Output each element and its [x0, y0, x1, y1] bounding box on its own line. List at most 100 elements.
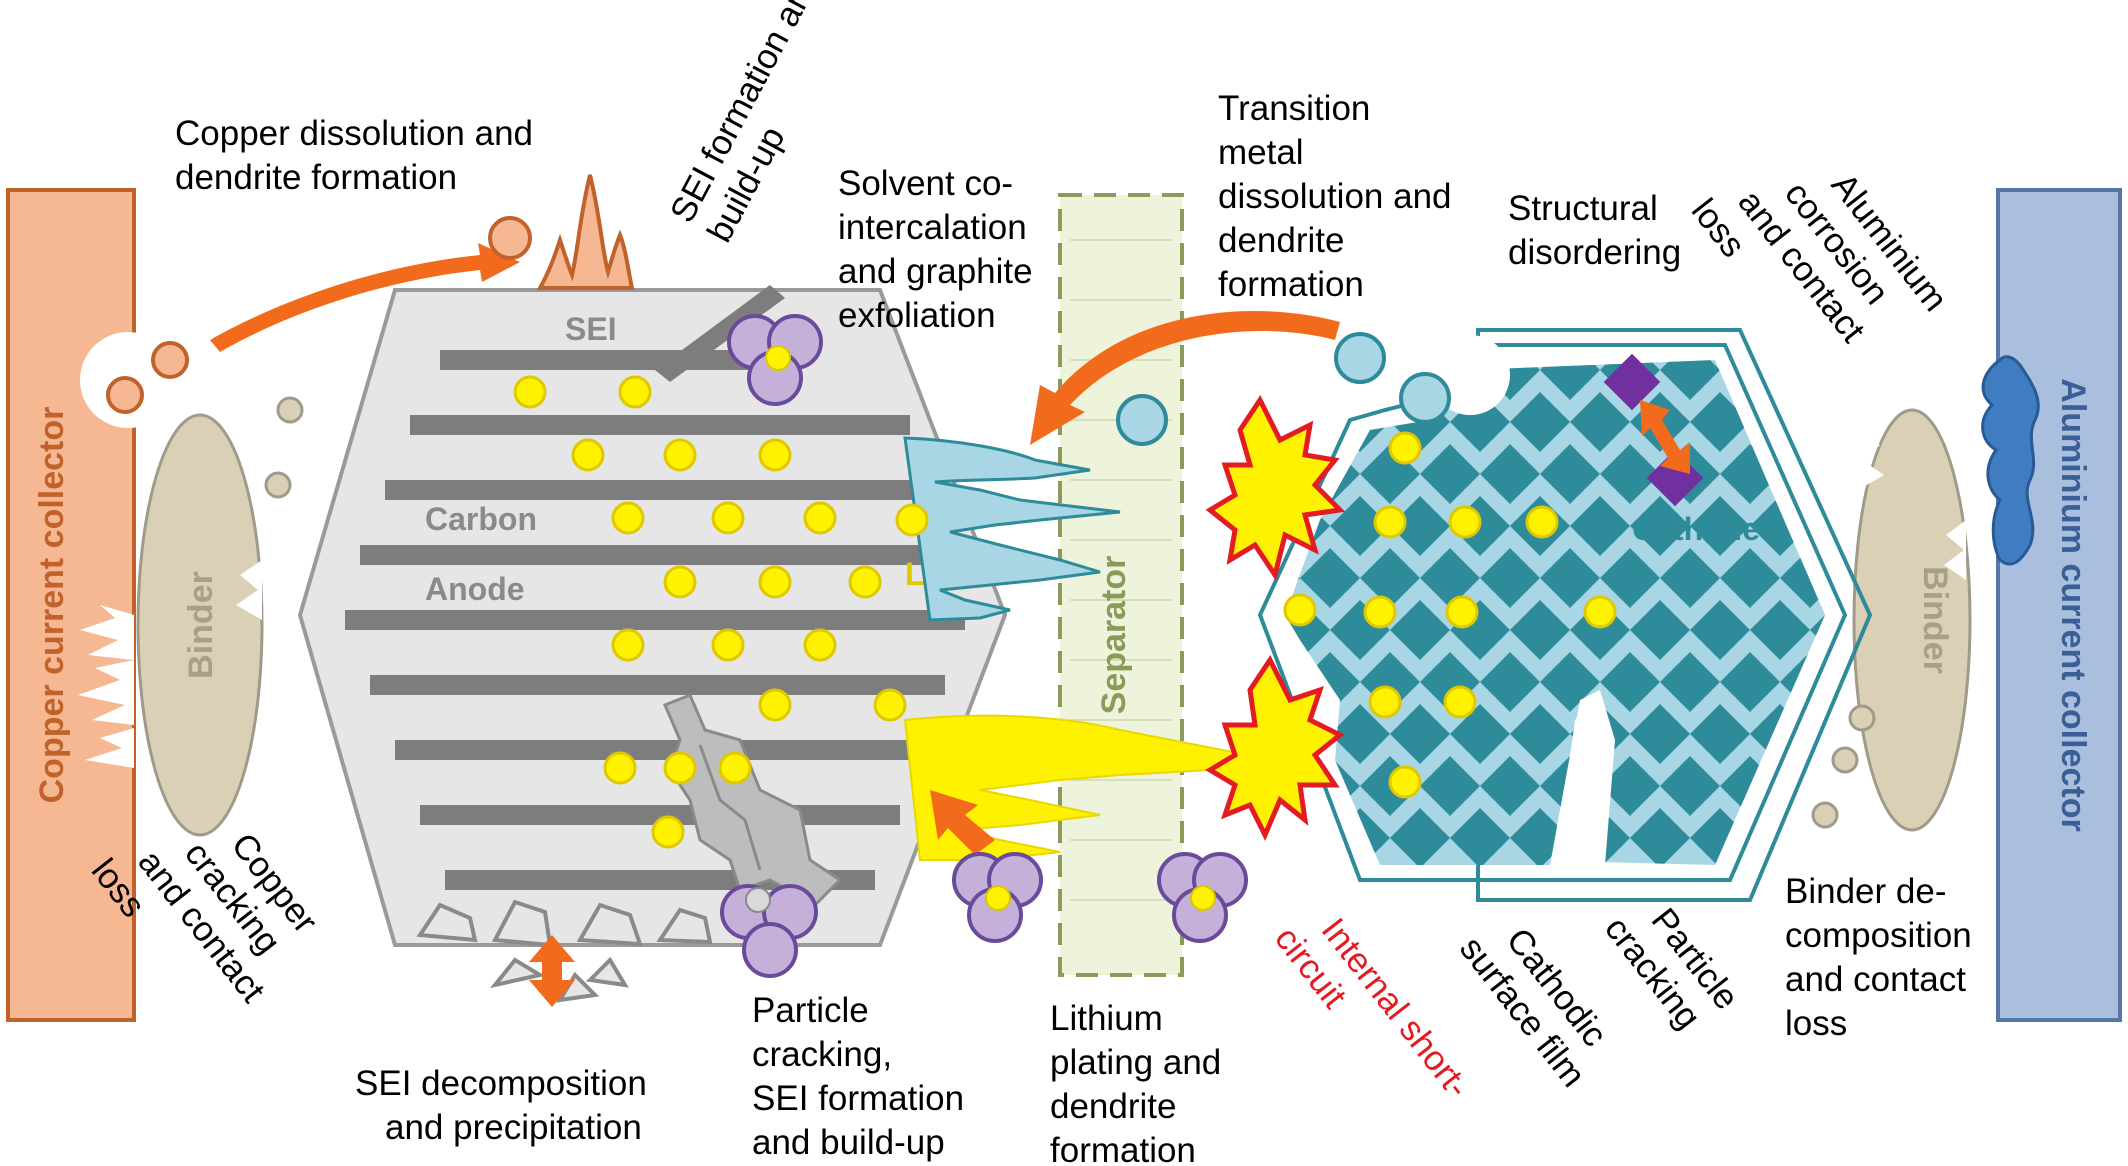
lattice-diamond [1660, 756, 1720, 816]
lattice-diamond [1780, 360, 1825, 400]
lattice-diamond [1420, 548, 1480, 608]
label-structural-disordering: Structural disordering [1508, 189, 1681, 272]
lithium-ion [718, 751, 752, 785]
lattice-diamond [1690, 392, 1750, 452]
lattice-diamond [1600, 652, 1660, 712]
lattice-diamond [1720, 652, 1780, 712]
lattice-diamond [1690, 496, 1750, 556]
lattice-diamond [1540, 652, 1600, 712]
lattice-diamond [1750, 600, 1810, 660]
lithium-ion [663, 438, 697, 472]
short-circuit-flashes [1205, 395, 1346, 841]
lattice-diamond [1450, 704, 1510, 764]
lattice-diamond [1330, 496, 1390, 556]
lattice-diamond [1510, 704, 1570, 764]
lithium-ion [618, 375, 652, 409]
lithium-ion [711, 628, 745, 662]
lattice-diamond [1480, 444, 1540, 504]
lithium-ion [651, 815, 685, 849]
lithium-ion [1445, 595, 1479, 629]
aluminium-corrosion-blob [1981, 355, 2040, 566]
lithium-ion [1388, 765, 1422, 799]
lattice-diamond [1540, 360, 1600, 400]
lattice-diamond [1390, 704, 1450, 764]
lithium-ion [663, 751, 697, 785]
lithium-ion [1283, 593, 1317, 627]
solvent-molecules [720, 314, 1248, 978]
lattice-diamond [1600, 756, 1660, 816]
cathode-disorder-arrow [1640, 400, 1690, 474]
lattice-diamond [1720, 548, 1780, 608]
lattice-diamond [1420, 444, 1480, 504]
lattice-diamond [1330, 704, 1390, 764]
lithium-plating-arrow [930, 790, 995, 855]
lithium-ion [1443, 685, 1477, 719]
cathode-label: Cathode [1632, 511, 1760, 547]
copper-dendrite [106, 174, 635, 414]
lattice-diamond [1510, 392, 1570, 452]
lithium-ion [758, 438, 792, 472]
transition-metal-arrow [1030, 310, 1340, 445]
sei-debris [416, 899, 713, 1003]
label-particle-cracking-sei: Particle cracking, SEI formation and bui… [752, 991, 974, 1162]
lattice-diamond [1630, 704, 1690, 764]
label-solvent-cointercalation: Solvent co- intercalation and graphite e… [838, 164, 1042, 335]
copper-dissolution-arrow [210, 243, 520, 352]
lithium-ion [803, 501, 837, 535]
separator: Separator [1058, 193, 1184, 977]
arrows [210, 243, 1690, 1007]
binder-right: Binder [1852, 408, 1972, 832]
label-transition-metal: Transition metal dissolution and dendrit… [1218, 89, 1461, 304]
label-internal-short-circuit: Internal short- circuit [1267, 894, 1483, 1139]
aluminium-collector-label: Aluminium current collector [2054, 378, 2092, 831]
lattice-diamond [1570, 392, 1630, 452]
lattice-diamond [1600, 548, 1660, 608]
lattice-diamond [1540, 548, 1600, 608]
lattice-diamond [1300, 548, 1360, 608]
lattice-diamond [1690, 704, 1750, 764]
anode-particle: SEI Carbon Anode Li⁺ [297, 285, 1008, 1003]
lithium-ion [711, 501, 745, 535]
binder-left-label: Binder [182, 571, 220, 679]
label-binder-decomposition: Binder de- composition and contact loss [1785, 872, 1982, 1043]
lattice-diamond [1420, 756, 1480, 816]
lattice-diamond [1570, 496, 1630, 556]
lattice-diamond [1630, 496, 1690, 556]
lattice-diamond [1450, 808, 1510, 865]
lattice-diamond [1630, 808, 1690, 865]
label-lithium-plating: Lithium plating and dendrite formation [1050, 999, 1231, 1166]
lithium-ion [1525, 505, 1559, 539]
binder-left: Binder [136, 413, 264, 837]
lithium-ion [611, 501, 645, 535]
lattice-diamond [1780, 444, 1825, 504]
lattice-diamond [1480, 652, 1540, 712]
lithium-ion [663, 565, 697, 599]
lithium-ion [571, 438, 605, 472]
lithium-ion [1373, 505, 1407, 539]
lattice-diamond [1390, 600, 1450, 660]
lattice-diamond [1480, 548, 1540, 608]
carbon-label: Carbon [425, 501, 537, 537]
lithium-ion [1368, 685, 1402, 719]
binder-debris [264, 396, 1876, 829]
label-aluminium-corrosion: Aluminium corrosion and contact loss [1684, 114, 1961, 404]
lattice-diamond [1360, 548, 1420, 608]
lattice-diamond [1390, 496, 1450, 556]
separator-label: Separator [1095, 556, 1133, 715]
lattice-diamond [1630, 600, 1690, 660]
anode-label: Anode [425, 571, 525, 607]
copper-collector-label: Copper current collector [33, 407, 71, 804]
lithium-ion [603, 751, 637, 785]
lattice-diamond [1510, 600, 1570, 660]
lattice-diamond [1285, 360, 1300, 400]
solvent-cointercalation-flow [903, 436, 1121, 622]
lithium-ions [513, 375, 1617, 849]
sei-decomposition-arrow [529, 935, 575, 1007]
lithium-ion [1448, 505, 1482, 539]
cathode-crack [1555, 690, 1615, 865]
label-particle-cracking: Particle cracking [1597, 884, 1752, 1051]
lattice-diamond [1660, 360, 1720, 400]
lithium-ion [895, 503, 929, 537]
lithium-ion [1363, 595, 1397, 629]
